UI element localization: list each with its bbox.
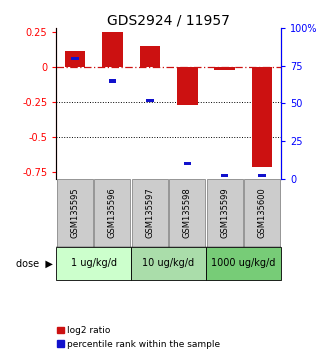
Bar	[131, 247, 206, 280]
Bar	[244, 178, 280, 247]
Bar	[169, 178, 205, 247]
Legend: log2 ratio, percentile rank within the sample: log2 ratio, percentile rank within the s…	[53, 322, 224, 352]
Bar	[206, 247, 281, 280]
Bar	[140, 46, 160, 67]
Bar	[258, 174, 266, 177]
Text: GSM135597: GSM135597	[145, 187, 154, 238]
Bar	[56, 247, 131, 280]
Text: dose  ▶: dose ▶	[16, 258, 53, 268]
Bar	[252, 67, 273, 167]
Text: GSM135595: GSM135595	[70, 187, 79, 238]
Bar	[71, 57, 79, 60]
Bar	[102, 33, 123, 67]
Bar	[108, 79, 116, 82]
Text: GSM135599: GSM135599	[220, 187, 229, 238]
Title: GDS2924 / 11957: GDS2924 / 11957	[107, 13, 230, 27]
Text: GSM135600: GSM135600	[258, 187, 267, 238]
Bar	[65, 51, 85, 67]
Bar	[214, 67, 235, 70]
Bar	[132, 178, 168, 247]
Bar	[146, 99, 153, 102]
Bar	[207, 178, 243, 247]
Text: GSM135596: GSM135596	[108, 187, 117, 238]
Bar	[221, 174, 229, 177]
Bar	[184, 162, 191, 165]
Text: 10 ug/kg/d: 10 ug/kg/d	[143, 258, 195, 268]
Text: 1000 ug/kg/d: 1000 ug/kg/d	[211, 258, 276, 268]
Bar	[94, 178, 130, 247]
Bar	[57, 178, 93, 247]
Bar	[177, 67, 197, 105]
Text: GSM135598: GSM135598	[183, 187, 192, 238]
Text: 1 ug/kg/d: 1 ug/kg/d	[71, 258, 117, 268]
